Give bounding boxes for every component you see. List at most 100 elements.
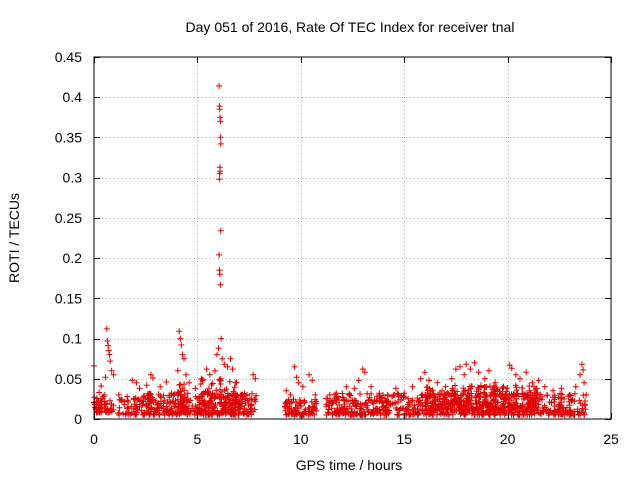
data-point xyxy=(580,392,587,399)
data-point xyxy=(220,394,227,401)
data-point xyxy=(370,400,377,407)
data-point xyxy=(334,406,341,413)
data-point xyxy=(443,398,450,404)
data-point xyxy=(458,408,465,414)
data-point xyxy=(187,411,193,417)
data-point xyxy=(205,400,212,407)
data-point xyxy=(433,406,440,413)
data-point xyxy=(293,374,300,381)
data-point xyxy=(449,387,456,393)
data-point xyxy=(441,393,448,400)
data-point xyxy=(108,401,115,408)
data-point xyxy=(530,383,537,390)
data-point xyxy=(571,398,578,405)
data-point xyxy=(108,367,115,374)
data-point xyxy=(503,388,510,395)
data-point xyxy=(229,366,236,373)
data-point xyxy=(517,375,523,382)
data-point xyxy=(311,411,318,418)
data-point xyxy=(406,399,412,406)
data-point xyxy=(454,395,461,402)
data-point xyxy=(199,376,206,383)
data-point xyxy=(142,395,149,402)
data-point xyxy=(115,391,122,398)
data-point xyxy=(411,402,418,409)
data-point xyxy=(474,404,480,411)
data-point xyxy=(465,396,472,402)
data-point xyxy=(568,396,574,403)
data-point xyxy=(579,361,585,368)
data-point xyxy=(216,106,223,113)
data-point xyxy=(512,371,519,378)
data-point xyxy=(212,393,219,400)
data-point xyxy=(409,397,416,404)
x-tick-label: 20 xyxy=(500,431,516,447)
data-point xyxy=(523,406,530,413)
data-point xyxy=(312,391,319,398)
data-point xyxy=(355,377,362,384)
data-point xyxy=(368,383,375,390)
data-point xyxy=(184,390,191,397)
data-point xyxy=(283,411,290,418)
data-point xyxy=(160,405,167,412)
data-point xyxy=(490,397,497,404)
data-point xyxy=(480,399,487,406)
data-point xyxy=(240,410,247,417)
data-point xyxy=(211,394,218,401)
data-point xyxy=(509,409,516,416)
data-point xyxy=(176,328,183,335)
data-point xyxy=(423,394,430,401)
data-point xyxy=(457,363,463,370)
data-point xyxy=(131,411,138,418)
data-point xyxy=(105,347,112,354)
data-point xyxy=(339,390,346,397)
data-point xyxy=(311,400,318,407)
data-point xyxy=(437,404,444,411)
data-point xyxy=(561,396,567,402)
y-tick-label: 0.4 xyxy=(63,89,83,105)
data-point xyxy=(463,399,470,406)
data-point xyxy=(519,385,525,391)
data-point xyxy=(574,406,581,413)
data-point xyxy=(525,400,532,407)
data-point xyxy=(404,407,411,414)
data-point xyxy=(465,407,472,414)
data-point xyxy=(103,409,110,416)
y-tick-label: 0.25 xyxy=(55,210,82,226)
data-point xyxy=(149,375,156,381)
data-point xyxy=(481,375,488,382)
data-point xyxy=(214,351,220,358)
data-point xyxy=(216,400,223,407)
data-point xyxy=(136,385,143,392)
data-point xyxy=(232,379,239,386)
data-point xyxy=(287,399,294,406)
data-point xyxy=(411,411,418,418)
axis-ticks xyxy=(94,57,612,420)
data-point xyxy=(475,409,482,416)
data-point xyxy=(238,391,245,398)
data-point xyxy=(305,412,312,418)
data-point xyxy=(481,398,488,404)
data-point xyxy=(533,407,540,414)
data-point xyxy=(545,410,552,417)
data-point xyxy=(324,395,331,402)
data-point xyxy=(198,375,205,382)
data-point xyxy=(128,403,135,410)
data-point xyxy=(346,403,353,410)
data-point xyxy=(250,371,257,378)
data-point xyxy=(460,388,467,395)
data-point xyxy=(405,395,412,402)
data-point xyxy=(192,385,199,392)
data-point xyxy=(216,83,223,89)
data-point xyxy=(331,397,338,404)
data-point xyxy=(394,412,401,418)
data-point xyxy=(222,400,228,407)
data-point xyxy=(343,383,350,390)
x-tick-label: 5 xyxy=(194,431,202,447)
data-point xyxy=(323,401,330,408)
data-point xyxy=(245,402,252,409)
data-point xyxy=(392,385,399,392)
data-point xyxy=(186,379,193,386)
data-point xyxy=(352,411,359,417)
data-point xyxy=(336,409,343,416)
